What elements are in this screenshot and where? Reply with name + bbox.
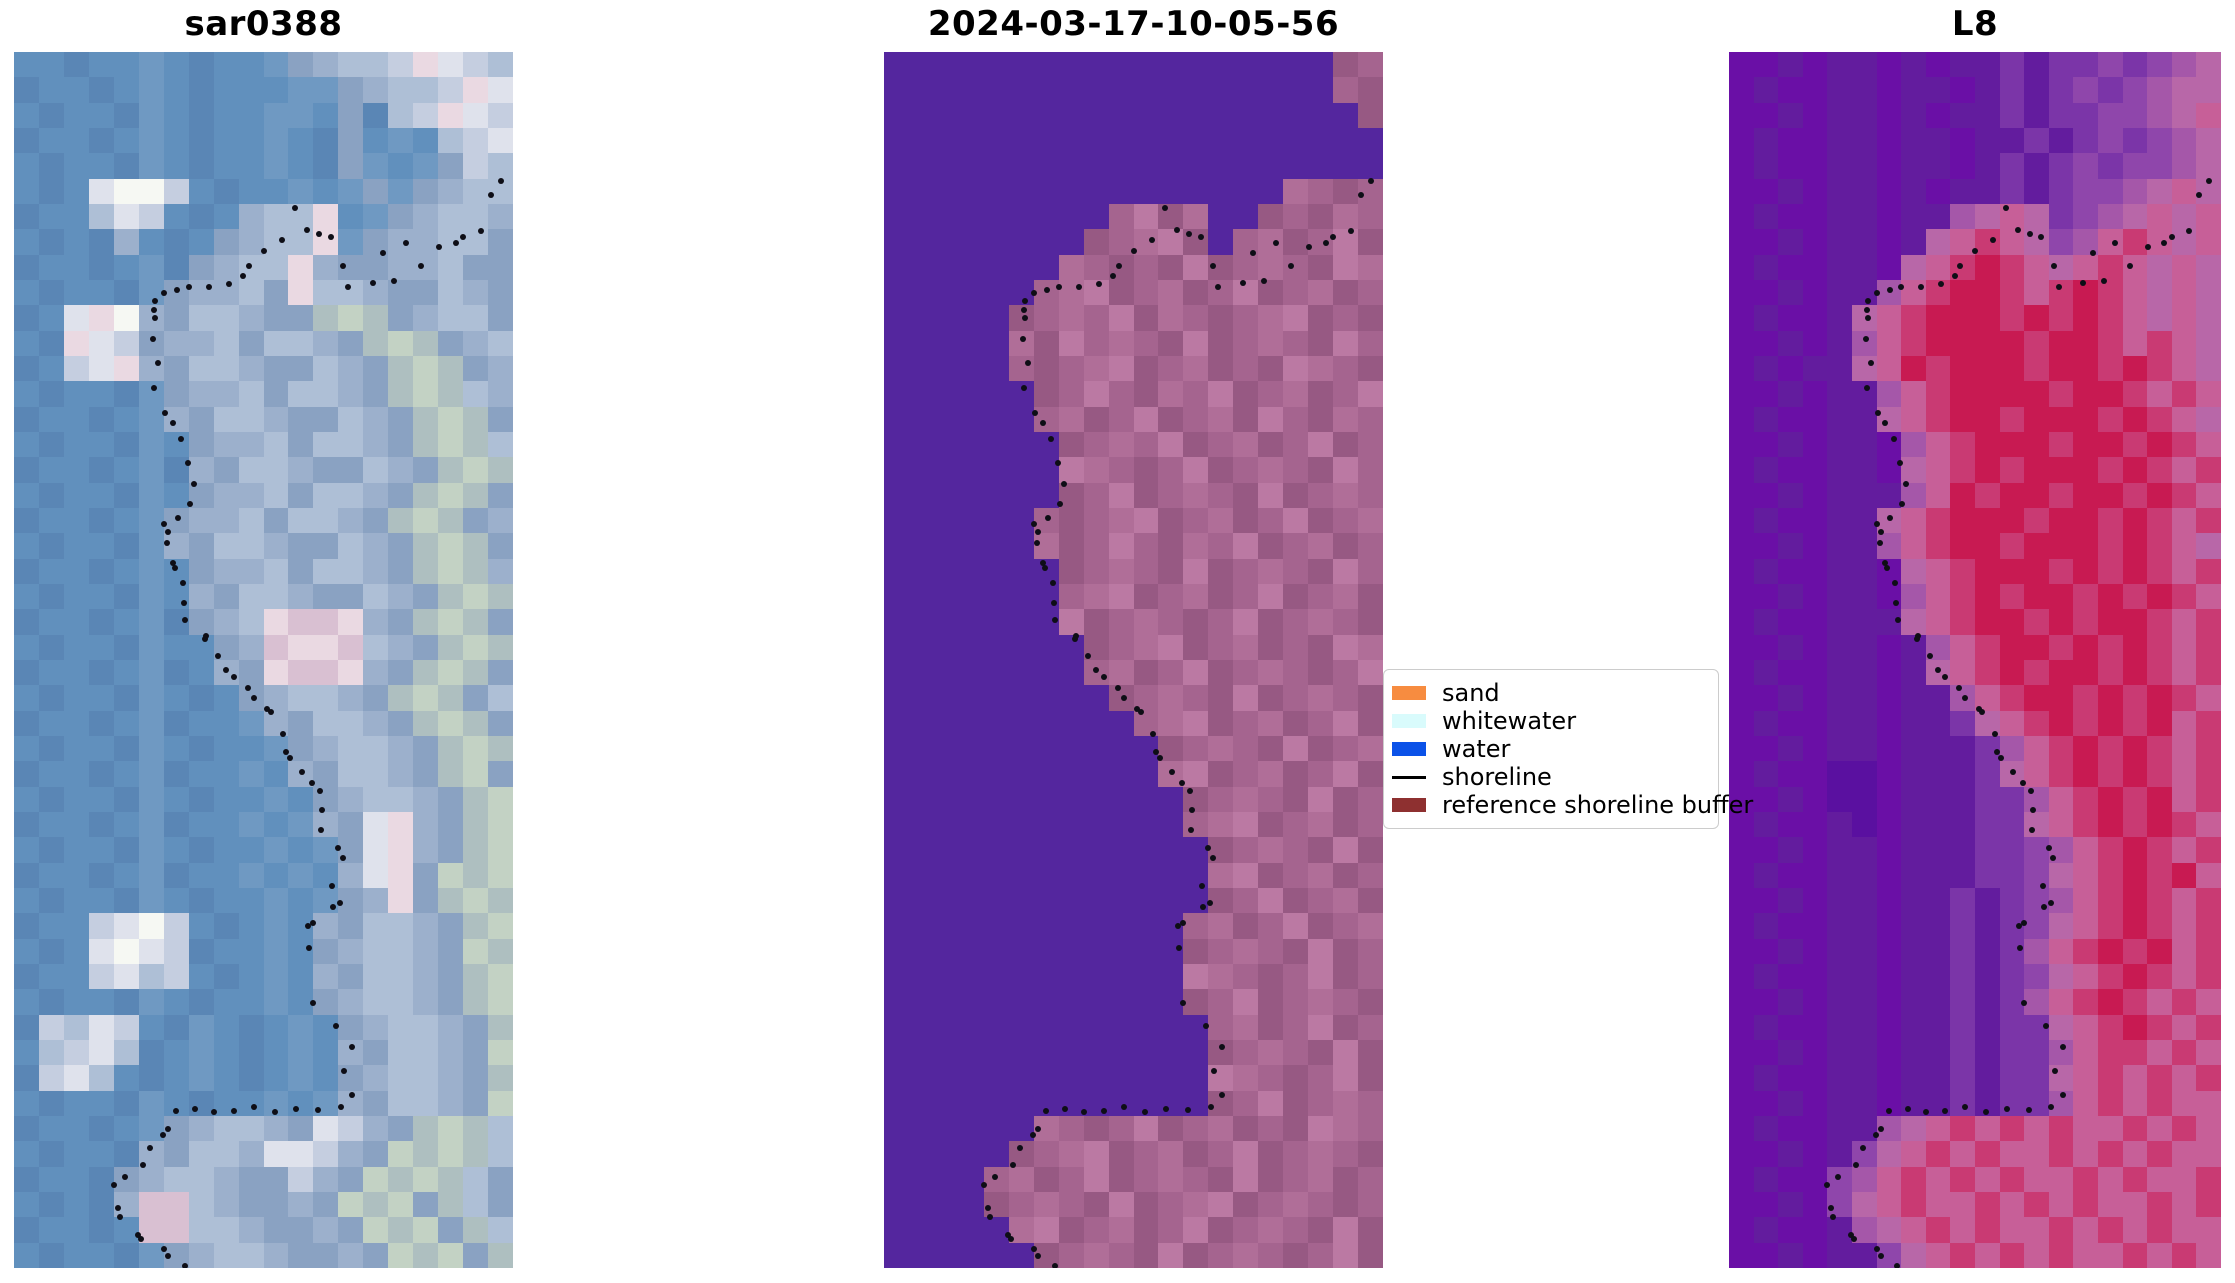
sar0388-pixel-grid <box>14 52 513 1268</box>
panel-title-sar0388: sar0388 <box>184 4 343 44</box>
panel-classification-image <box>884 52 1383 1268</box>
legend-box: sand whitewater water shoreline reference sh… <box>1383 669 1753 829</box>
legend-label: reference shoreline buffer <box>1442 791 1754 819</box>
legend-item-shoreline: shoreline <box>1392 763 1708 791</box>
legend-label: sand <box>1442 679 1500 707</box>
legend-line-swatch <box>1392 775 1426 779</box>
legend-item-water: water <box>1392 735 1708 763</box>
legend-item-reference-shoreline-buffer: reference shoreline buffer <box>1392 791 1753 819</box>
legend-label: water <box>1442 735 1511 763</box>
legend-label: whitewater <box>1442 707 1577 735</box>
legend-item-whitewater: whitewater <box>1392 707 1708 735</box>
legend-item-sand: sand <box>1392 679 1708 707</box>
panel-sar0388-image <box>14 52 513 1268</box>
panel-title-l8: L8 <box>1951 4 1999 44</box>
panel-title-timestamp: 2024-03-17-10-05-56 <box>927 4 1340 44</box>
legend-label: shoreline <box>1442 763 1552 791</box>
l8-pixel-grid <box>1729 52 2221 1268</box>
legend-color-swatch <box>1392 742 1426 756</box>
legend-color-swatch <box>1392 714 1426 728</box>
panel-l8-image <box>1729 52 2221 1268</box>
legend-color-swatch <box>1392 798 1426 812</box>
legend-color-swatch <box>1392 686 1426 700</box>
classification-pixel-grid <box>884 52 1383 1268</box>
